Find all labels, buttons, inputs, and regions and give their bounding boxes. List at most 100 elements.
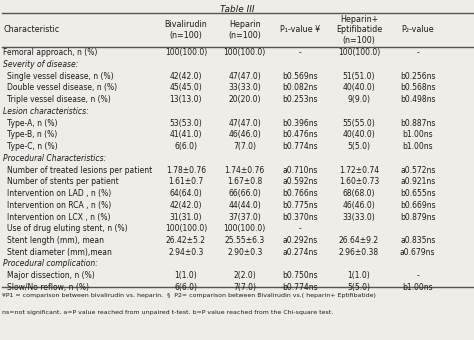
- Text: 1.67±0.8: 1.67±0.8: [227, 177, 263, 186]
- Text: Stent diameter (mm),mean: Stent diameter (mm),mean: [7, 248, 112, 257]
- Text: 1(1.0): 1(1.0): [347, 271, 370, 280]
- Text: a0.274ns: a0.274ns: [283, 248, 318, 257]
- Text: ns=not significant. a=P value reached from unpaired t-test. b=P value reached fr: ns=not significant. a=P value reached fr…: [2, 309, 334, 315]
- Text: -: -: [299, 48, 301, 57]
- Text: -: -: [299, 224, 301, 233]
- Text: 25.55±6.3: 25.55±6.3: [225, 236, 265, 245]
- Text: Bivalirudin
(n=100): Bivalirudin (n=100): [164, 20, 207, 40]
- Text: Severity of disease:: Severity of disease:: [3, 60, 79, 69]
- Text: 42(42.0): 42(42.0): [170, 201, 202, 210]
- Text: b0.370ns: b0.370ns: [282, 212, 318, 222]
- Text: 6(6.0): 6(6.0): [174, 283, 198, 292]
- Text: 5(5.0): 5(5.0): [347, 283, 370, 292]
- Text: Single vessel disease, n (%): Single vessel disease, n (%): [7, 72, 114, 81]
- Text: b0.775ns: b0.775ns: [282, 201, 318, 210]
- Text: b0.396ns: b0.396ns: [282, 119, 318, 128]
- Text: a0.592ns: a0.592ns: [283, 177, 318, 186]
- Text: b0.766ns: b0.766ns: [282, 189, 318, 198]
- Text: Triple vessel disease, n (%): Triple vessel disease, n (%): [7, 95, 111, 104]
- Text: 13(13.0): 13(13.0): [170, 95, 202, 104]
- Text: Lesion characteristics:: Lesion characteristics:: [3, 107, 89, 116]
- Text: Intervention on RCA , n (%): Intervention on RCA , n (%): [7, 201, 111, 210]
- Text: a0.921ns: a0.921ns: [400, 177, 436, 186]
- Text: P₁-value ¥: P₁-value ¥: [280, 26, 320, 34]
- Text: -: -: [416, 271, 419, 280]
- Text: Number of treated lesions per patient: Number of treated lesions per patient: [7, 166, 152, 175]
- Text: a0.710ns: a0.710ns: [283, 166, 318, 175]
- Text: b0.669ns: b0.669ns: [400, 201, 436, 210]
- Text: Heparin
(n=100): Heparin (n=100): [228, 20, 261, 40]
- Text: 47(47.0): 47(47.0): [228, 72, 261, 81]
- Text: 100(100.0): 100(100.0): [338, 48, 380, 57]
- Text: Characteristic: Characteristic: [3, 26, 60, 34]
- Text: a0.835ns: a0.835ns: [400, 236, 436, 245]
- Text: 100(100.0): 100(100.0): [165, 48, 207, 57]
- Text: Slow/No reflow, n (%): Slow/No reflow, n (%): [7, 283, 89, 292]
- Text: b0.774ns: b0.774ns: [282, 142, 318, 151]
- Text: 1(1.0): 1(1.0): [174, 271, 197, 280]
- Text: P₂-value: P₂-value: [401, 26, 434, 34]
- Text: 41(41.0): 41(41.0): [170, 131, 202, 139]
- Text: 66(66.0): 66(66.0): [228, 189, 261, 198]
- Text: 100(100.0): 100(100.0): [224, 48, 266, 57]
- Text: 1.78±0.76: 1.78±0.76: [166, 166, 206, 175]
- Text: Major dissection, n (%): Major dissection, n (%): [7, 271, 95, 280]
- Text: 7(7.0): 7(7.0): [233, 142, 256, 151]
- Text: b1.00ns: b1.00ns: [402, 142, 433, 151]
- Text: 2.96±0.38: 2.96±0.38: [339, 248, 379, 257]
- Text: 1.61±0.7: 1.61±0.7: [168, 177, 203, 186]
- Text: 53(53.0): 53(53.0): [170, 119, 202, 128]
- Text: 26.64±9.2: 26.64±9.2: [339, 236, 379, 245]
- Text: 51(51.0): 51(51.0): [343, 72, 375, 81]
- Text: a0.679ns: a0.679ns: [400, 248, 436, 257]
- Text: b0.879ns: b0.879ns: [400, 212, 436, 222]
- Text: 26.42±5.2: 26.42±5.2: [166, 236, 206, 245]
- Text: b0.887ns: b0.887ns: [400, 119, 436, 128]
- Text: b0.498ns: b0.498ns: [400, 95, 436, 104]
- Text: 7(7.0): 7(7.0): [233, 283, 256, 292]
- Text: Use of drug eluting stent, n (%): Use of drug eluting stent, n (%): [7, 224, 128, 233]
- Text: b0.568ns: b0.568ns: [400, 84, 436, 92]
- Text: b0.750ns: b0.750ns: [282, 271, 318, 280]
- Text: Type-C, n (%): Type-C, n (%): [7, 142, 58, 151]
- Text: Type-A, n (%): Type-A, n (%): [7, 119, 58, 128]
- Text: 33(33.0): 33(33.0): [228, 84, 261, 92]
- Text: -: -: [416, 48, 419, 57]
- Text: b0.256ns: b0.256ns: [400, 72, 436, 81]
- Text: b1.00ns: b1.00ns: [402, 131, 433, 139]
- Text: 9(9.0): 9(9.0): [347, 95, 370, 104]
- Text: Femoral approach, n (%): Femoral approach, n (%): [3, 48, 98, 57]
- Text: 33(33.0): 33(33.0): [343, 212, 375, 222]
- Text: Double vessel disease, n (%): Double vessel disease, n (%): [7, 84, 117, 92]
- Text: 100(100.0): 100(100.0): [165, 224, 207, 233]
- Text: b0.476ns: b0.476ns: [282, 131, 318, 139]
- Text: 5(5.0): 5(5.0): [347, 142, 370, 151]
- Text: 55(55.0): 55(55.0): [343, 119, 375, 128]
- Text: Heparin+
Eptifibatide
(n=100): Heparin+ Eptifibatide (n=100): [336, 15, 382, 45]
- Text: Procedural Characteristics:: Procedural Characteristics:: [3, 154, 107, 163]
- Text: 40(40.0): 40(40.0): [343, 84, 375, 92]
- Text: 2.90±0.3: 2.90±0.3: [227, 248, 263, 257]
- Text: 2(2.0): 2(2.0): [233, 271, 256, 280]
- Text: Table III: Table III: [220, 5, 254, 14]
- Text: 20(20.0): 20(20.0): [228, 95, 261, 104]
- Text: b0.253ns: b0.253ns: [283, 95, 318, 104]
- Text: Procedural complication:: Procedural complication:: [3, 259, 98, 269]
- Text: b0.082ns: b0.082ns: [283, 84, 318, 92]
- Text: ¥P1 = comparison between bivalirudin vs. heparin.  §  P2= comparison between Biv: ¥P1 = comparison between bivalirudin vs.…: [2, 292, 376, 298]
- Text: Number of stents per patient: Number of stents per patient: [7, 177, 119, 186]
- Text: 44(44.0): 44(44.0): [228, 201, 261, 210]
- Text: b0.774ns: b0.774ns: [282, 283, 318, 292]
- Text: 1.60±0.73: 1.60±0.73: [339, 177, 379, 186]
- Text: Type-B, n (%): Type-B, n (%): [7, 131, 57, 139]
- Text: 46(46.0): 46(46.0): [228, 131, 261, 139]
- Text: 6(6.0): 6(6.0): [174, 142, 198, 151]
- Text: 45(45.0): 45(45.0): [170, 84, 202, 92]
- Text: 1.74±0.76: 1.74±0.76: [225, 166, 265, 175]
- Text: 47(47.0): 47(47.0): [228, 119, 261, 128]
- Text: 1.72±0.74: 1.72±0.74: [339, 166, 379, 175]
- Text: Intervention on LAD , n (%): Intervention on LAD , n (%): [7, 189, 111, 198]
- Text: 31(31.0): 31(31.0): [170, 212, 202, 222]
- Text: 68(68.0): 68(68.0): [343, 189, 375, 198]
- Text: Stent length (mm), mean: Stent length (mm), mean: [7, 236, 104, 245]
